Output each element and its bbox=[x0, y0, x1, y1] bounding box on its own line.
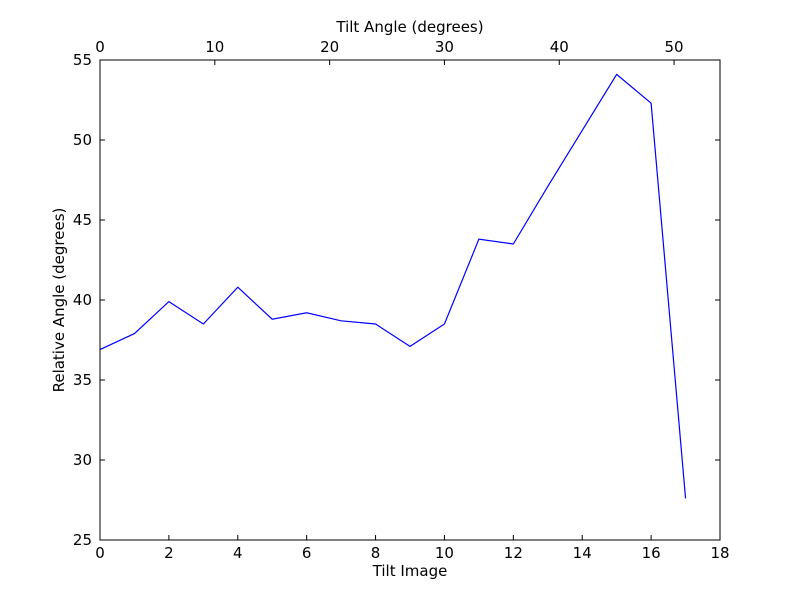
x-tick-label: 0 bbox=[95, 544, 105, 562]
tick-layer: 0 2 4 6 8 10 12 14 16 18 0 10 20 30 40 50 25 30 35 40 45 50 55 bbox=[73, 38, 730, 562]
top-x-tick-label: 50 bbox=[665, 38, 684, 56]
y-tick-label: 55 bbox=[73, 51, 92, 69]
top-x-tick-label: 0 bbox=[95, 38, 105, 56]
y-tick-label: 50 bbox=[73, 131, 92, 149]
x-tick-label: 2 bbox=[164, 544, 174, 562]
top-x-tick-label: 40 bbox=[550, 38, 569, 56]
y-tick-label: 25 bbox=[73, 531, 92, 549]
top-x-tick-label: 30 bbox=[435, 38, 454, 56]
y-axis-label: Relative Angle (degrees) bbox=[50, 208, 68, 393]
x-tick-label: 6 bbox=[302, 544, 312, 562]
plot-area bbox=[100, 60, 720, 540]
x-tick-label: 16 bbox=[642, 544, 661, 562]
y-tick-label: 35 bbox=[73, 371, 92, 389]
x-axis-label: Tilt Image bbox=[372, 562, 448, 580]
x-tick-label: 10 bbox=[435, 544, 454, 562]
x-tick-label: 18 bbox=[710, 544, 729, 562]
x-tick-label: 8 bbox=[371, 544, 381, 562]
series-line-0 bbox=[99, 73, 687, 499]
x-tick-label: 12 bbox=[504, 544, 523, 562]
series-layer bbox=[99, 73, 687, 499]
top-x-tick-label: 10 bbox=[205, 38, 224, 56]
y-tick-label: 45 bbox=[73, 211, 92, 229]
y-tick-label: 30 bbox=[73, 451, 92, 469]
y-tick-label: 40 bbox=[73, 291, 92, 309]
x-tick-label: 14 bbox=[573, 544, 592, 562]
x-tick-label: 4 bbox=[233, 544, 243, 562]
top-x-tick-label: 20 bbox=[320, 38, 339, 56]
top-x-axis-label: Tilt Angle (degrees) bbox=[335, 18, 483, 36]
